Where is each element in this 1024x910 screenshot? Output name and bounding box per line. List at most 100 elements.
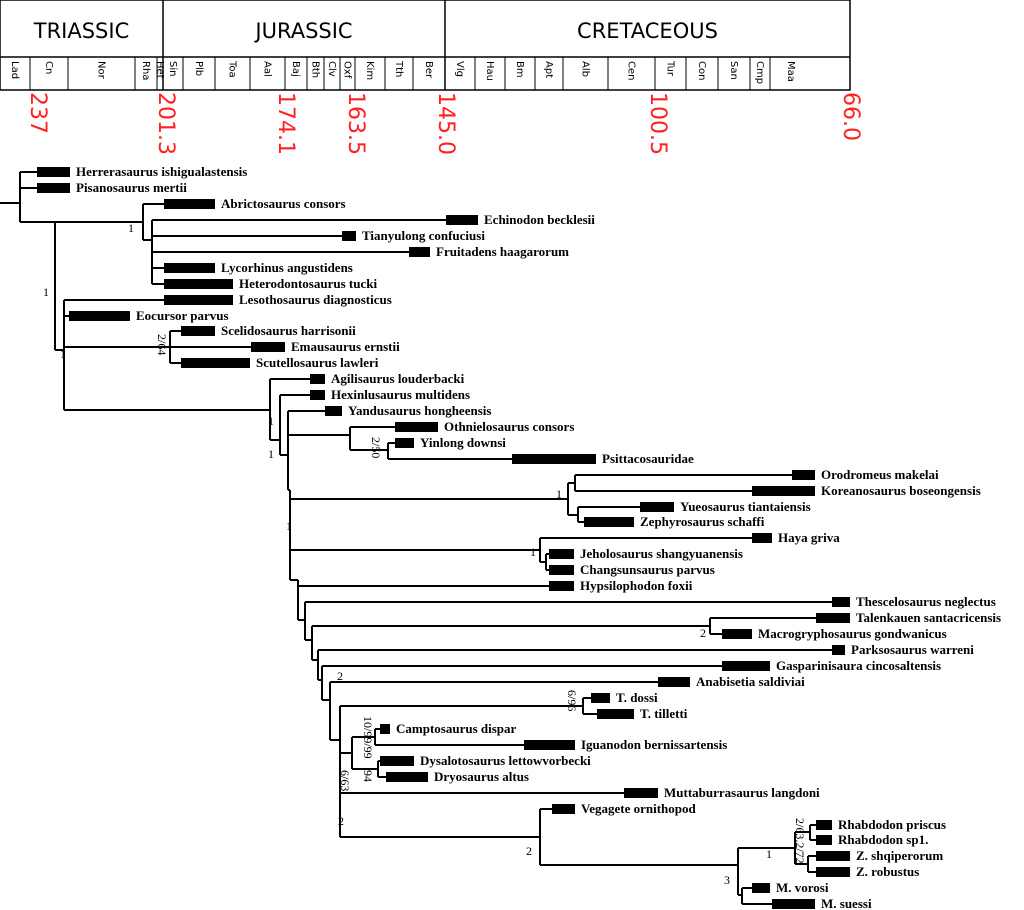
- taxon-label: Thescelosaurus neglectus: [856, 594, 996, 609]
- support-value: 2: [526, 844, 532, 858]
- support-value: 3: [724, 873, 730, 887]
- stage-label: Tth: [393, 60, 404, 77]
- stage-label: Plb: [193, 61, 204, 76]
- range-bar: [164, 295, 233, 305]
- range-bar: [325, 406, 342, 416]
- taxon-label: Yandusaurus hongheensis: [348, 403, 491, 418]
- range-bar: [395, 438, 414, 448]
- stage-label: Oxf: [342, 61, 353, 79]
- stage-label: Clv: [326, 61, 337, 77]
- taxon-label: Vegagete ornithopod: [581, 801, 696, 816]
- stage-label: Kim: [364, 61, 375, 80]
- range-bar: [69, 311, 130, 321]
- taxon-label: Tianyulong confuciusi: [362, 228, 485, 243]
- stage-label: Cen: [626, 61, 637, 80]
- stage-label: Con: [696, 61, 707, 80]
- range-bar: [549, 565, 574, 575]
- stage-label: Het: [154, 61, 165, 79]
- range-bar: [181, 358, 250, 368]
- range-bar: [584, 517, 634, 527]
- taxon-label: Yinlong downsi: [420, 435, 506, 450]
- range-bar: [395, 422, 438, 432]
- range-bar: [386, 772, 428, 782]
- taxon-label: Orodromeus makelai: [821, 467, 939, 482]
- taxon-label: Abrictosaurus consors: [221, 196, 346, 211]
- taxon-label: Dysalotosaurus lettowvorbecki: [420, 753, 591, 768]
- range-bar: [552, 804, 575, 814]
- support-value: 6/96: [565, 690, 579, 711]
- age-label: 237: [25, 92, 50, 134]
- period-label: JURASSIC: [253, 19, 352, 43]
- stage-label: Lad: [9, 61, 20, 79]
- taxon-label: Macrogryphosaurus gondwanicus: [758, 626, 947, 641]
- range-bar: [816, 867, 850, 877]
- support-value: 10/99/99: [361, 716, 375, 759]
- stage-label: Apt: [543, 61, 554, 78]
- range-bar: [310, 390, 325, 400]
- age-label: 201.3: [153, 92, 178, 155]
- taxon-label: Emausaurus ernstii: [291, 339, 400, 354]
- taxon-label: Dryosaurus altus: [434, 769, 529, 784]
- range-bar: [380, 756, 414, 766]
- taxon-label: Echinodon becklesii: [484, 212, 595, 227]
- taxon-label: Jeholosaurus shangyuanensis: [580, 546, 743, 561]
- stage-label: Bm: [514, 61, 525, 78]
- range-bar: [832, 645, 845, 655]
- stage-label: Sin: [167, 61, 178, 76]
- taxon-label: Iguanodon bernissartensis: [581, 737, 727, 752]
- taxon-label: Haya griva: [778, 530, 840, 545]
- taxon-label: M. suessi: [821, 896, 872, 910]
- support-value: 1: [268, 414, 274, 428]
- support-value: 1: [128, 221, 134, 235]
- period-label: CRETACEOUS: [577, 19, 718, 43]
- taxon-label: Fruitadens haagarorum: [436, 244, 569, 259]
- range-bar: [658, 677, 690, 687]
- range-bar: [816, 820, 832, 830]
- taxon-label: Rhabdodon sp1.: [838, 832, 928, 847]
- range-bar: [37, 167, 70, 177]
- range-bar: [164, 263, 215, 273]
- taxon-label: Changsunsaurus parvus: [580, 562, 715, 577]
- range-bar: [752, 533, 772, 543]
- range-bar: [640, 502, 674, 512]
- support-value: 1: [556, 487, 562, 501]
- range-bar: [816, 835, 832, 845]
- stage-label: Ber: [423, 61, 434, 79]
- stage-label: Alb: [580, 61, 591, 77]
- range-bar: [512, 454, 596, 464]
- timescale-box: [0, 0, 851, 91]
- taxon-label: Muttaburrasaurus langdoni: [664, 785, 820, 800]
- support-value: 1: [766, 847, 772, 861]
- taxon-label: Camptosaurus dispar: [396, 721, 517, 736]
- taxon-label: Herrerasaurus ishigualastensis: [76, 164, 247, 179]
- age-label: 145.0: [433, 92, 458, 155]
- range-bar: [624, 788, 658, 798]
- range-bar: [380, 724, 390, 734]
- stage-label: Hau: [484, 61, 495, 81]
- taxon-label: Scelidosaurus harrisonii: [221, 323, 356, 338]
- range-bar: [591, 693, 610, 703]
- stage-label: San: [728, 61, 739, 80]
- taxon-label: Eocursor parvus: [136, 308, 229, 323]
- age-label: 163.5: [343, 92, 368, 155]
- stage-label: Cn: [43, 61, 54, 74]
- taxon-label: Hypsilophodon foxii: [580, 578, 693, 593]
- taxon-label: Gasparinisaura cincosaltensis: [776, 658, 941, 673]
- range-bar: [164, 279, 233, 289]
- taxon-label: Hexinlusaurus multidens: [331, 387, 470, 402]
- age-label: 100.5: [645, 92, 670, 155]
- support-value: 1: [60, 347, 66, 361]
- range-bar: [816, 613, 850, 623]
- range-bar: [310, 374, 325, 384]
- range-bar: [37, 183, 70, 193]
- support-value: 1: [268, 447, 274, 461]
- stage-label: Baj: [290, 61, 301, 77]
- stage-label: Toa: [227, 60, 238, 78]
- taxon-label: Koreanosaurus boseongensis: [821, 483, 981, 498]
- range-bar: [597, 709, 634, 719]
- range-bar: [446, 215, 478, 225]
- stage-label: Bth: [310, 61, 321, 78]
- taxon-label: Parksosaurus warreni: [851, 642, 974, 657]
- support-value: 2/50: [369, 437, 383, 458]
- taxon-label: Agilisaurus louderbacki: [331, 371, 465, 386]
